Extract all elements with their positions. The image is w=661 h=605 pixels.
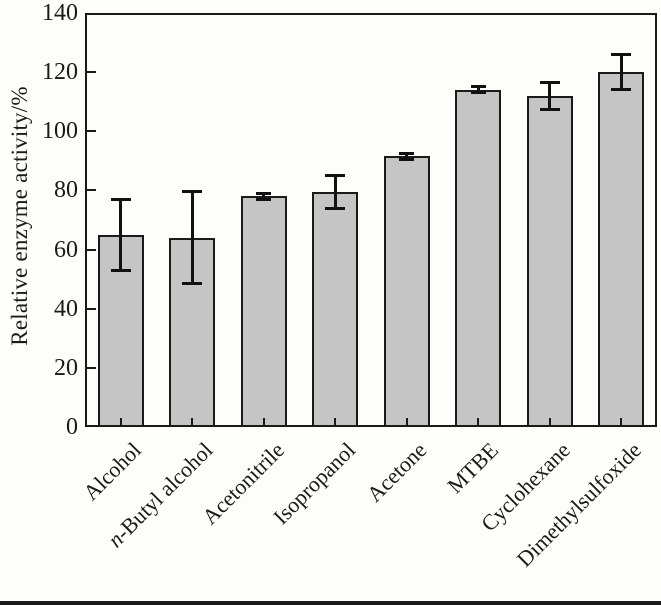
x-tick — [334, 418, 337, 427]
bar — [240, 196, 287, 427]
y-tick-label: 100 — [42, 118, 78, 145]
error-bar-cap-bottom — [470, 91, 486, 95]
x-tick — [405, 418, 408, 427]
error-bar-cap-top — [182, 190, 203, 194]
error-bar-cap-bottom — [539, 107, 560, 111]
error-bar-cap-bottom — [110, 268, 131, 272]
x-tick — [191, 418, 194, 427]
error-bar-cap-top — [470, 85, 486, 89]
error-bar-cap-bottom — [399, 157, 415, 161]
bar — [598, 72, 645, 427]
error-bar-line — [405, 153, 409, 160]
error-bar-cap-bottom — [611, 88, 632, 92]
bar — [455, 89, 502, 427]
x-tick — [119, 418, 122, 427]
bar — [312, 191, 359, 427]
y-tick-label: 60 — [54, 236, 78, 263]
y-tick-label: 120 — [42, 59, 78, 86]
y-tick-label: 20 — [54, 354, 78, 381]
bar — [383, 156, 430, 427]
x-tick — [620, 418, 623, 427]
y-tick — [87, 130, 96, 133]
y-tick-label: 140 — [42, 0, 78, 26]
error-bar-cap-bottom — [256, 197, 272, 201]
y-tick — [87, 189, 96, 192]
y-tick — [87, 248, 96, 251]
y-tick — [87, 366, 96, 369]
error-bar-cap-bottom — [182, 282, 203, 286]
bar — [526, 95, 573, 427]
plot-area-frame — [85, 13, 657, 427]
error-bar-line — [548, 82, 552, 110]
y-tick — [87, 307, 96, 310]
error-bar-cap-bottom — [325, 206, 346, 210]
x-tick-label: MTBE — [442, 437, 504, 499]
x-tick-label: Alcohol — [77, 437, 146, 506]
x-tick — [477, 418, 480, 427]
y-tick-label: 40 — [54, 295, 78, 322]
figure-bottom-rule — [0, 601, 661, 605]
error-bar-cap-top — [110, 197, 131, 201]
error-bar-line — [619, 54, 623, 90]
error-bar-cap-top — [325, 174, 346, 178]
error-bar-cap-top — [399, 151, 415, 155]
error-bar-cap-top — [539, 80, 560, 84]
x-tick — [262, 418, 265, 427]
x-tick-label: Dimethylsulfoxide — [511, 437, 647, 572]
y-tick-label: 80 — [54, 177, 78, 204]
error-bar-line — [476, 86, 480, 93]
error-bar-line — [190, 191, 194, 284]
error-bar-cap-top — [256, 191, 272, 195]
y-tick-label: 0 — [66, 414, 78, 440]
y-tick — [87, 71, 96, 74]
x-tick-label: Acetone — [362, 437, 432, 507]
error-bar-line — [333, 175, 337, 209]
error-bar-line — [262, 193, 266, 200]
x-tick — [548, 418, 551, 427]
error-bar-line — [119, 199, 123, 271]
italic-n: n — [102, 526, 128, 553]
error-bar-cap-top — [611, 52, 632, 56]
